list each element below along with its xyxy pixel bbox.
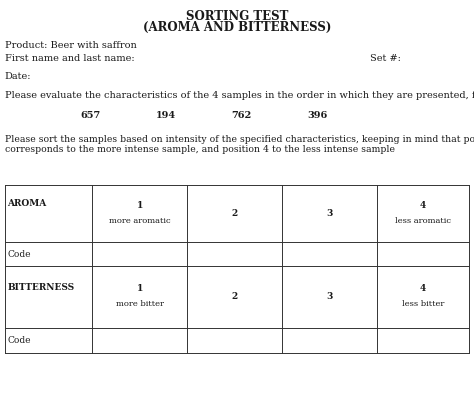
Text: Code: Code (7, 336, 31, 345)
Text: SORTING TEST: SORTING TEST (186, 10, 288, 23)
Text: Product: Beer with saffron: Product: Beer with saffron (5, 41, 137, 50)
Text: 762: 762 (232, 111, 252, 120)
Text: 194: 194 (156, 111, 176, 120)
Text: 396: 396 (308, 111, 328, 120)
Text: First name and last name:: First name and last name: (5, 54, 134, 63)
Text: less aromatic: less aromatic (395, 217, 451, 225)
Text: 3: 3 (326, 209, 333, 218)
Text: Date:: Date: (5, 72, 31, 81)
Text: Please evaluate the characteristics of the 4 samples in the order in which they : Please evaluate the characteristics of t… (5, 91, 474, 100)
Text: 1: 1 (137, 201, 143, 210)
Text: Code: Code (7, 250, 31, 258)
Text: AROMA: AROMA (7, 199, 46, 208)
Text: more bitter: more bitter (116, 300, 164, 308)
Text: 2: 2 (231, 209, 238, 218)
Text: Set #:: Set #: (370, 54, 401, 63)
Text: Please sort the samples based on intensity of the specified characteristics, kee: Please sort the samples based on intensi… (5, 135, 474, 154)
Text: less bitter: less bitter (402, 300, 444, 308)
Text: 2: 2 (231, 292, 238, 301)
Text: 3: 3 (326, 292, 333, 301)
Text: (AROMA AND BITTERNESS): (AROMA AND BITTERNESS) (143, 20, 331, 33)
Text: 1: 1 (137, 284, 143, 293)
Text: 657: 657 (80, 111, 100, 120)
Text: 4: 4 (420, 201, 426, 210)
Text: more aromatic: more aromatic (109, 217, 171, 225)
Text: 4: 4 (420, 284, 426, 293)
Text: BITTERNESS: BITTERNESS (7, 282, 74, 292)
